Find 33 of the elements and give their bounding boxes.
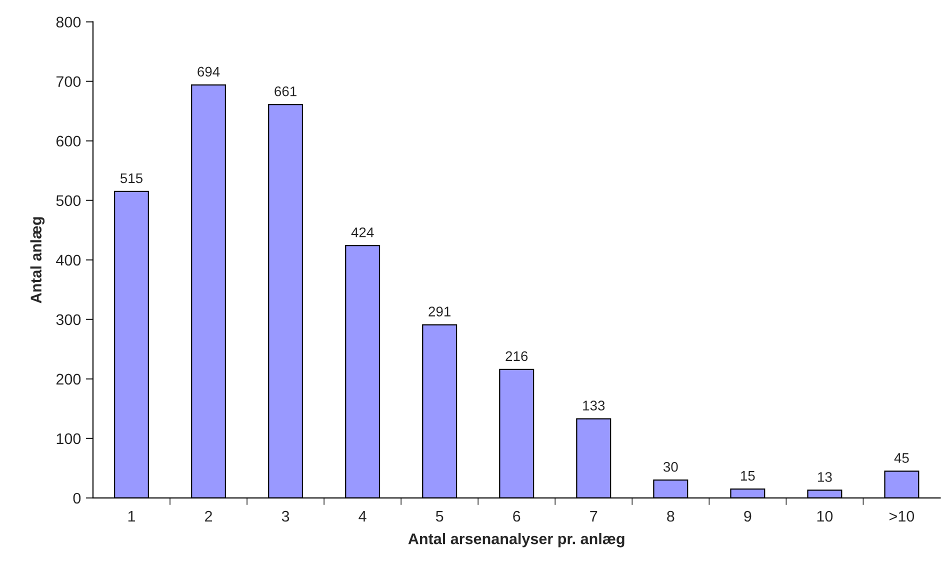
data-label: 15 [741, 471, 755, 481]
y-tick-label: 200 [56, 374, 81, 385]
x-tick-label: 2 [205, 510, 212, 522]
y-tick-label: 600 [56, 136, 81, 147]
y-tick-label: 700 [56, 76, 81, 88]
data-label: 515 [120, 173, 142, 184]
x-tick-label: 9 [744, 510, 752, 522]
x-tick-label: 3 [282, 510, 290, 522]
data-label: 216 [506, 351, 528, 362]
x-tick-label: 6 [513, 510, 520, 522]
x-tick-label: 4 [358, 511, 366, 522]
x-tick-label: 7 [590, 511, 598, 522]
x-tick-label: 8 [667, 510, 674, 522]
y-tick-label: 300 [56, 314, 81, 326]
data-label: 133 [583, 400, 605, 410]
y-tick-label: 800 [56, 16, 81, 28]
y-tick-label: 100 [56, 433, 81, 444]
y-axis-title: Antal anlæg [30, 217, 45, 304]
data-label: 30 [663, 462, 678, 472]
x-tick-label: 5 [436, 511, 444, 522]
y-tick-label: 500 [56, 195, 81, 206]
data-label: 45 [894, 453, 909, 463]
x-tick-label: >10 [890, 510, 914, 522]
x-tick-label: 10 [817, 510, 833, 522]
x-tick-label: 1 [128, 511, 135, 522]
data-label: 13 [818, 472, 832, 482]
data-label: 661 [274, 86, 296, 96]
x-axis-title: Antal arsenanalyser pr. anlæg [408, 533, 624, 548]
y-tick-label: 0 [73, 492, 81, 504]
data-label: 291 [428, 306, 450, 316]
y-tick-label: 400 [56, 254, 81, 266]
data-label: 424 [351, 227, 374, 238]
data-label: 694 [198, 66, 220, 77]
